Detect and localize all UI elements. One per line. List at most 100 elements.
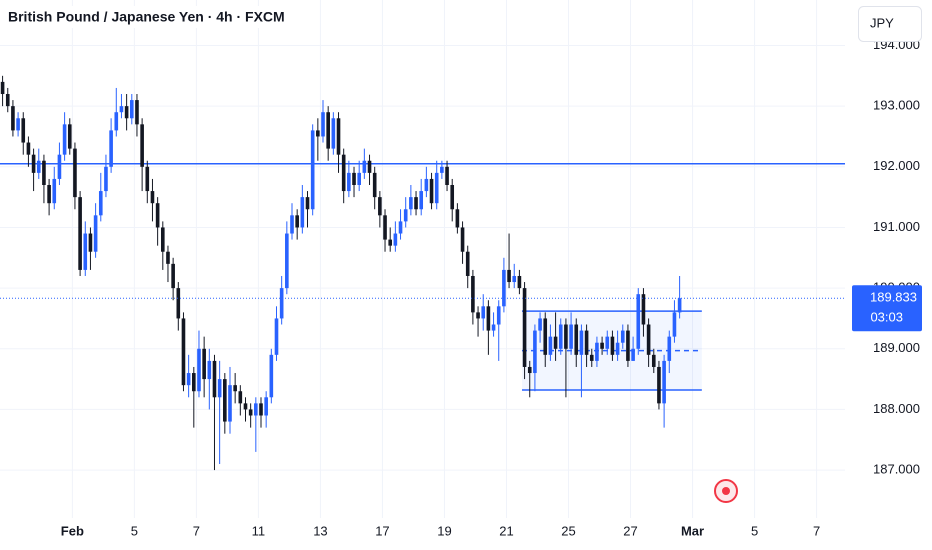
candle-body [233, 385, 237, 392]
candle-body [636, 294, 641, 349]
candle-body [481, 306, 486, 319]
candle-body [243, 403, 248, 410]
candle-body [83, 233, 88, 270]
x-tick-label: 25 [561, 523, 575, 538]
candle-body [259, 403, 263, 416]
candle-body [605, 336, 610, 349]
candle-body [279, 288, 284, 319]
currency-button-label[interactable]: JPY [870, 15, 894, 30]
candle-body [486, 306, 491, 331]
candle-body [212, 360, 217, 398]
candle-body [202, 348, 206, 380]
candle-body [393, 233, 398, 246]
candle-body [651, 354, 656, 367]
candle-body [254, 403, 258, 416]
candle-body [119, 106, 124, 113]
candle-body [455, 209, 460, 228]
candle-body [26, 142, 31, 155]
candle-body [207, 360, 212, 380]
x-tick-label: 7 [813, 523, 820, 538]
grid-layer [0, 0, 845, 518]
candle-body [109, 130, 113, 167]
candle-body [336, 118, 341, 155]
last-price-label: 189.833 [870, 290, 917, 305]
candle-body [388, 239, 393, 246]
candle-body [140, 124, 144, 167]
candle-body [274, 318, 279, 355]
candle-body [527, 366, 532, 374]
candle-body [150, 191, 155, 204]
candle-body [285, 233, 289, 289]
candle-body [476, 312, 480, 319]
candle-body [31, 154, 36, 173]
candle-body [223, 379, 227, 422]
candle-body [372, 172, 377, 198]
event-icon-dot[interactable] [722, 487, 730, 495]
candle-body [166, 251, 170, 264]
candle-body [512, 275, 517, 283]
candle-body [129, 100, 134, 119]
candle-body [238, 391, 243, 404]
candle-body [155, 203, 160, 228]
candle-body [548, 336, 553, 355]
candle-body [677, 298, 682, 313]
candle-body [646, 324, 651, 355]
y-tick-label: 192.000 [873, 158, 920, 173]
candle-body [124, 106, 129, 119]
candle-body [181, 318, 186, 386]
y-tick-label: 191.000 [873, 219, 920, 234]
y-tick-label: 189.000 [873, 340, 920, 355]
candle-body [471, 275, 475, 313]
candle-body [135, 100, 139, 125]
candle-body [197, 348, 201, 392]
candle-body [662, 360, 666, 404]
candle-body [186, 373, 191, 386]
candle-body [579, 330, 584, 355]
candle-body [553, 336, 558, 349]
candle-body [160, 227, 165, 252]
candle-body [264, 397, 268, 416]
candle-body [67, 124, 72, 149]
candle-body [21, 118, 26, 143]
candle-body [641, 294, 646, 325]
countdown-label: 03:03 [870, 310, 903, 325]
candle-body [341, 154, 346, 192]
candle-body [367, 160, 372, 173]
candle-body [331, 118, 336, 149]
overlay-layer: 187.000188.000189.000190.000191.000192.0… [0, 37, 922, 538]
candle-body [574, 324, 579, 355]
candle-body [502, 269, 506, 307]
candle-body [434, 172, 439, 204]
candle-body [610, 336, 615, 355]
candle-body [517, 275, 522, 289]
candle-body [491, 324, 496, 331]
candle-body [295, 215, 299, 228]
candle-body [52, 178, 57, 204]
candle-body [93, 215, 98, 252]
x-tick-label: 21 [499, 523, 513, 538]
candle-body [98, 191, 103, 216]
candle-body [5, 94, 10, 107]
candle-body [11, 106, 15, 131]
candle-body [36, 160, 41, 173]
candle-body [445, 166, 449, 185]
candle-body [424, 178, 429, 192]
last-price-box [852, 285, 922, 332]
currency-button[interactable] [858, 6, 922, 42]
candle-body [440, 166, 444, 173]
candle-body [191, 373, 196, 392]
candle-body [631, 348, 635, 361]
candle-body [310, 130, 315, 210]
candle-body [326, 112, 330, 149]
candle-body [42, 160, 46, 185]
candle-body [290, 215, 294, 234]
candle-body [414, 197, 418, 210]
candle-body [558, 324, 563, 349]
title-background [0, 6, 288, 28]
candle-body [409, 197, 413, 210]
candle-body [657, 366, 661, 404]
candle-body [672, 312, 677, 337]
candle-body [171, 263, 175, 289]
candle-body [352, 172, 356, 185]
